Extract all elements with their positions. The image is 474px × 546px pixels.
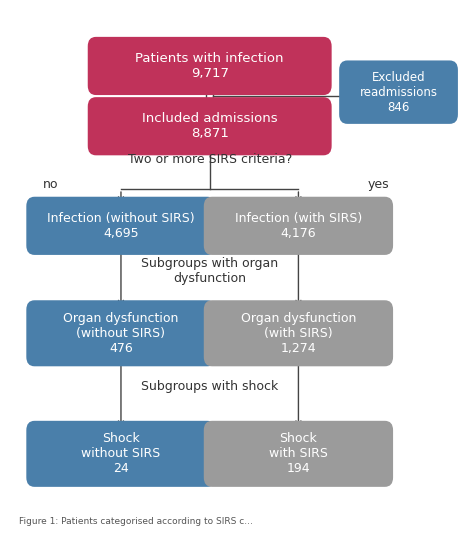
Text: no: no xyxy=(43,179,58,192)
Text: Organ dysfunction
(with SIRS)
1,274: Organ dysfunction (with SIRS) 1,274 xyxy=(241,312,356,355)
Text: Shock
without SIRS
24: Shock without SIRS 24 xyxy=(82,432,161,476)
Text: Two or more SIRS criteria?: Two or more SIRS criteria? xyxy=(128,153,292,166)
Text: Figure 1: Patients categorised according to SIRS c...: Figure 1: Patients categorised according… xyxy=(18,518,253,526)
Text: yes: yes xyxy=(367,179,389,192)
Text: Included admissions
8,871: Included admissions 8,871 xyxy=(142,112,277,140)
Text: Patients with infection
9,717: Patients with infection 9,717 xyxy=(136,52,284,80)
FancyBboxPatch shape xyxy=(27,197,216,255)
FancyBboxPatch shape xyxy=(204,197,393,255)
FancyBboxPatch shape xyxy=(204,300,393,366)
FancyBboxPatch shape xyxy=(204,421,393,487)
Text: Excluded
readmissions
846: Excluded readmissions 846 xyxy=(360,70,438,114)
FancyBboxPatch shape xyxy=(339,61,458,124)
Text: Organ dysfunction
(without SIRS)
476: Organ dysfunction (without SIRS) 476 xyxy=(63,312,179,355)
FancyBboxPatch shape xyxy=(88,97,332,155)
FancyBboxPatch shape xyxy=(27,421,216,487)
Text: Subgroups with organ
dysfunction: Subgroups with organ dysfunction xyxy=(141,257,278,285)
Text: Shock
with SIRS
194: Shock with SIRS 194 xyxy=(269,432,328,476)
FancyBboxPatch shape xyxy=(27,300,216,366)
Text: Subgroups with shock: Subgroups with shock xyxy=(141,380,278,393)
Text: Infection (without SIRS)
4,695: Infection (without SIRS) 4,695 xyxy=(47,212,195,240)
Text: Infection (with SIRS)
4,176: Infection (with SIRS) 4,176 xyxy=(235,212,362,240)
FancyBboxPatch shape xyxy=(88,37,332,95)
